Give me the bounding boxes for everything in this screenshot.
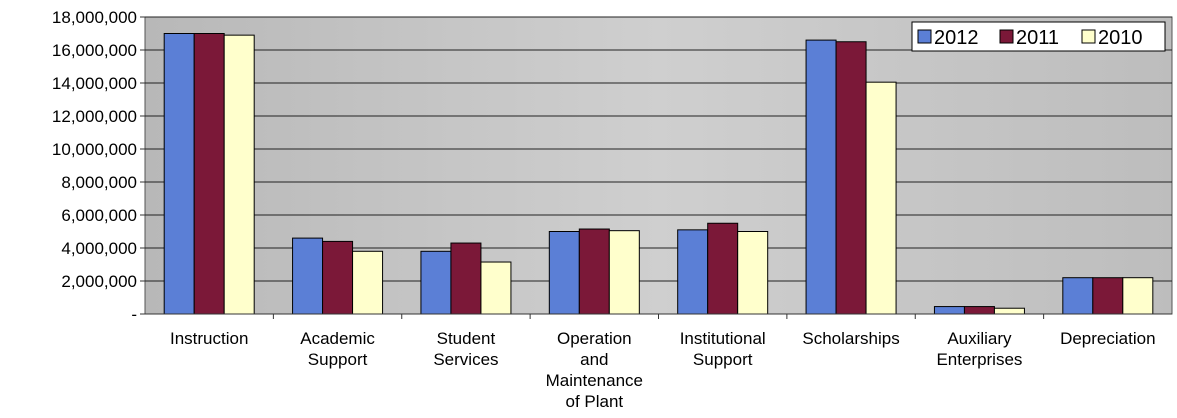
- x-tick-label-line: Student: [437, 329, 496, 348]
- x-tick-label: Instruction: [170, 329, 248, 348]
- x-tick-label-line: and: [580, 350, 608, 369]
- bar: [963, 306, 995, 315]
- x-tick-label-line: Enterprises: [936, 350, 1022, 369]
- x-tick-label-line: Depreciation: [1060, 329, 1155, 348]
- x-tick-label-line: Services: [433, 350, 498, 369]
- y-tick-label: 2,000,000: [61, 272, 137, 291]
- y-tick-label: 14,000,000: [52, 74, 137, 93]
- bar: [223, 34, 255, 315]
- bar: [578, 228, 610, 315]
- x-tick-label-line: Instruction: [170, 329, 248, 348]
- legend-label: 2010: [1098, 27, 1143, 49]
- x-tick-label: Auxiliary Enterprises: [936, 329, 1022, 369]
- legend-label: 2011: [1016, 27, 1059, 49]
- x-tick-label-line: Support: [693, 350, 753, 369]
- bar: [450, 242, 482, 315]
- legend-label: 2012: [934, 27, 979, 49]
- legend-swatch: [999, 29, 1014, 44]
- bar: [933, 306, 965, 315]
- y-tick-label: 10,000,000: [52, 140, 137, 159]
- y-tick-label: 8,000,000: [61, 173, 137, 192]
- bar: [608, 230, 640, 315]
- x-tick-label: Student Services: [433, 329, 498, 369]
- bar: [737, 231, 769, 315]
- bar: [1122, 277, 1154, 315]
- legend-swatch: [917, 29, 932, 44]
- bar: [805, 39, 837, 315]
- x-tick-label: Depreciation: [1060, 329, 1155, 348]
- bar: [163, 33, 195, 315]
- x-tick-label-line: Maintenance: [546, 371, 643, 390]
- bar: [480, 261, 512, 315]
- bar: [707, 222, 739, 315]
- x-tick-label-line: Auxiliary: [947, 329, 1012, 348]
- legend-box: [911, 21, 1166, 52]
- y-tick-label: 4,000,000: [61, 239, 137, 258]
- bar: [1092, 277, 1124, 315]
- x-tick-label-line: Support: [308, 350, 368, 369]
- bar: [677, 229, 709, 315]
- x-tick-label-line: Operation: [557, 329, 632, 348]
- y-tick-label: 16,000,000: [52, 41, 137, 60]
- bar: [352, 250, 384, 315]
- bar: [865, 81, 897, 315]
- bar: [993, 307, 1025, 315]
- bar: [548, 231, 580, 315]
- x-tick-label-line: of Plant: [565, 392, 623, 411]
- x-tick-label: Scholarships: [802, 329, 899, 348]
- x-tick-label: Operation and Maintenance of Plant: [546, 329, 643, 411]
- bar: [835, 41, 867, 315]
- x-tick-label-line: Scholarships: [802, 329, 899, 348]
- bar: [420, 250, 452, 315]
- y-tick-label: 18,000,000: [52, 8, 137, 27]
- y-tick-label: 12,000,000: [52, 107, 137, 126]
- bar: [292, 237, 324, 315]
- bar: [193, 33, 225, 315]
- y-tick-label: 6,000,000: [61, 206, 137, 225]
- bar: [1062, 277, 1094, 315]
- x-tick-label: Academic Support: [300, 329, 375, 369]
- x-tick-label-line: Academic: [300, 329, 375, 348]
- y-tick-label: -: [131, 305, 137, 324]
- legend-swatch: [1081, 29, 1096, 44]
- bar: [322, 240, 354, 315]
- x-tick-label: Institutional Support: [680, 329, 766, 369]
- x-tick-label-line: Institutional: [680, 329, 766, 348]
